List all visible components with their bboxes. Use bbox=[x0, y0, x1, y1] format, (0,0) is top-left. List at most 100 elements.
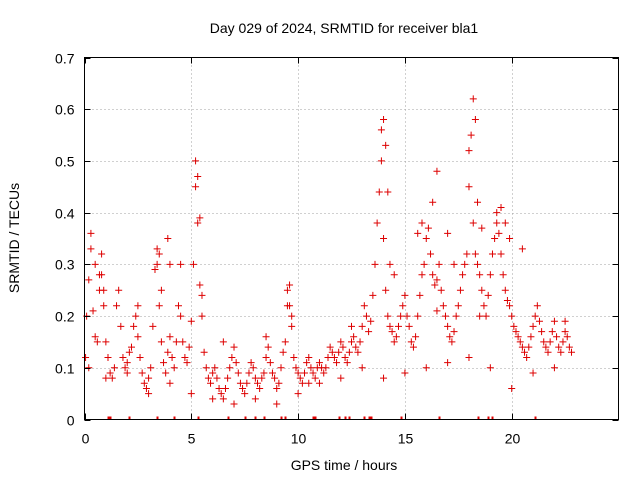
data-point bbox=[249, 364, 257, 372]
data-point bbox=[461, 260, 469, 268]
data-point bbox=[343, 359, 351, 367]
data-point bbox=[422, 364, 430, 372]
data-point bbox=[170, 364, 178, 372]
data-point bbox=[497, 250, 505, 258]
data-point bbox=[127, 343, 135, 351]
data-point bbox=[305, 379, 313, 387]
data-point bbox=[247, 359, 255, 367]
data-point bbox=[471, 250, 479, 258]
data-point bbox=[506, 302, 514, 310]
data-point bbox=[469, 219, 477, 227]
data-point bbox=[508, 384, 516, 392]
data-point bbox=[456, 286, 464, 294]
data-point bbox=[123, 359, 131, 367]
data-point bbox=[113, 302, 121, 310]
data-point bbox=[365, 328, 373, 336]
data-point bbox=[418, 271, 426, 279]
data-point bbox=[476, 312, 484, 320]
data-point bbox=[463, 250, 471, 258]
data-point bbox=[384, 312, 392, 320]
data-point bbox=[390, 271, 398, 279]
data-point bbox=[192, 157, 200, 165]
data-point bbox=[277, 364, 285, 372]
data-point bbox=[226, 364, 234, 372]
data-point bbox=[213, 374, 221, 382]
data-point bbox=[189, 260, 197, 268]
data-point bbox=[486, 271, 494, 279]
data-point bbox=[480, 302, 488, 310]
data-point bbox=[106, 369, 114, 377]
data-point bbox=[424, 224, 432, 232]
data-point bbox=[501, 219, 509, 227]
data-point bbox=[320, 369, 328, 377]
data-point bbox=[471, 116, 479, 124]
data-point bbox=[164, 235, 172, 242]
data-point bbox=[145, 390, 153, 398]
data-point bbox=[100, 302, 108, 310]
data-point bbox=[301, 369, 309, 377]
data-point bbox=[518, 343, 526, 351]
data-point bbox=[194, 219, 202, 227]
data-point bbox=[149, 322, 157, 330]
data-point bbox=[177, 260, 185, 268]
data-point bbox=[102, 338, 110, 346]
data-point bbox=[262, 353, 270, 361]
data-point bbox=[386, 322, 394, 330]
data-point bbox=[474, 198, 482, 206]
data-point bbox=[450, 328, 458, 336]
data-point bbox=[121, 364, 129, 372]
data-point bbox=[474, 260, 482, 268]
data-point bbox=[550, 317, 558, 325]
data-point bbox=[450, 260, 458, 268]
x-tick-label: 0 bbox=[82, 431, 90, 447]
data-point bbox=[469, 95, 477, 103]
data-point bbox=[130, 322, 138, 330]
data-point bbox=[271, 374, 279, 382]
data-point bbox=[497, 203, 505, 211]
data-point bbox=[279, 348, 287, 356]
data-point bbox=[380, 374, 388, 382]
data-point bbox=[454, 302, 462, 310]
data-point bbox=[546, 338, 554, 346]
data-point bbox=[162, 369, 170, 377]
data-point bbox=[322, 364, 330, 372]
data-point bbox=[89, 307, 97, 315]
data-point bbox=[482, 312, 490, 320]
data-point bbox=[217, 390, 225, 398]
data-point bbox=[478, 224, 486, 232]
data-point bbox=[258, 374, 266, 382]
data-point bbox=[273, 400, 281, 408]
data-point bbox=[140, 379, 148, 387]
data-point bbox=[488, 250, 496, 258]
data-point bbox=[427, 250, 435, 258]
data-point bbox=[283, 286, 291, 294]
data-point bbox=[298, 379, 306, 387]
data-point bbox=[254, 379, 262, 387]
data-point bbox=[230, 400, 238, 408]
data-point bbox=[371, 260, 379, 268]
data-point bbox=[337, 338, 345, 346]
data-point bbox=[145, 374, 153, 382]
data-point bbox=[563, 333, 571, 341]
data-point bbox=[358, 322, 366, 330]
data-point bbox=[358, 364, 366, 372]
data-point bbox=[110, 364, 118, 372]
data-point bbox=[228, 353, 236, 361]
data-point bbox=[352, 343, 360, 351]
data-point bbox=[433, 276, 441, 284]
data-point bbox=[294, 369, 302, 377]
data-point bbox=[260, 369, 268, 377]
data-point bbox=[491, 235, 499, 242]
data-point bbox=[557, 348, 565, 356]
data-point bbox=[335, 348, 343, 356]
data-point bbox=[348, 338, 355, 346]
data-point bbox=[125, 348, 133, 356]
data-point bbox=[433, 307, 441, 315]
data-point bbox=[93, 338, 101, 346]
data-point bbox=[348, 322, 355, 330]
data-point bbox=[333, 359, 341, 367]
data-point bbox=[292, 364, 300, 372]
data-point bbox=[382, 141, 390, 149]
data-point bbox=[544, 348, 552, 356]
data-point bbox=[437, 286, 445, 294]
